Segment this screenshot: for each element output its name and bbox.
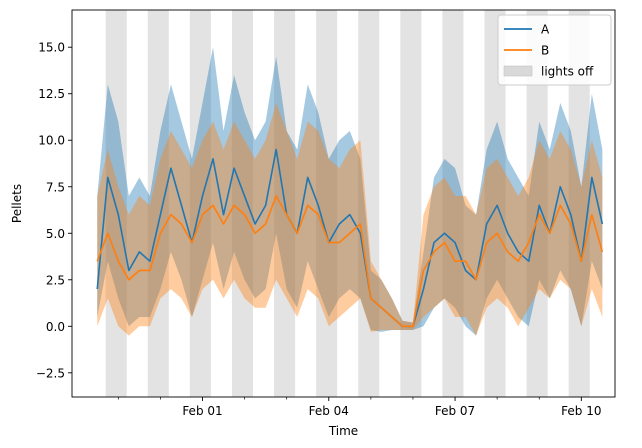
lights-off-band-9	[442, 10, 464, 397]
legend-label-b: B	[541, 44, 549, 58]
lights-off-band-11	[526, 10, 548, 397]
lights-off-band-1	[105, 10, 127, 397]
y-tick-label-5: 10.0	[38, 134, 65, 148]
legend-label-lights-off: lights off	[541, 65, 594, 79]
line-series-a	[96, 148, 604, 328]
x-tick-label-2: Feb 07	[435, 404, 475, 418]
x-tick-label-0: Feb 01	[182, 404, 222, 418]
line-series-b	[96, 195, 604, 328]
x-axis-label: Time	[328, 424, 358, 438]
y-tick-label-2: 2.5	[46, 273, 65, 287]
y-tick-label-4: 7.5	[46, 180, 65, 194]
x-tick-label-3: Feb 10	[561, 404, 601, 418]
lights-off-band-2	[147, 10, 169, 397]
lights-off-band-12	[568, 10, 590, 397]
y-tick-label-7: 15.0	[38, 41, 65, 55]
y-tick-label-1: 0.0	[46, 320, 65, 334]
lights-off-band-6	[316, 10, 338, 397]
plot-area	[96, 10, 604, 397]
y-axis-label: Pellets	[10, 184, 24, 223]
x-tick-label-1: Feb 04	[309, 404, 349, 418]
y-tick-label-0: −2.5	[36, 366, 65, 380]
legend-label-a: A	[541, 23, 550, 37]
y-tick-label-6: 12.5	[38, 87, 65, 101]
axes-frame	[71, 9, 616, 398]
lights-off-band-8	[400, 10, 422, 397]
legend-swatch-lights-off	[503, 65, 533, 77]
band-series-a	[97, 47, 603, 336]
plot-inner	[96, 10, 604, 397]
y-tick-label-3: 5.0	[46, 227, 65, 241]
axes: −2.5 0.0 2.5 5.0 7.5 10.0 12.5 15.0 Feb 01 Feb 04…	[36, 9, 616, 418]
lights-off-band-4	[231, 10, 253, 397]
lights-off-band-10	[484, 10, 506, 397]
